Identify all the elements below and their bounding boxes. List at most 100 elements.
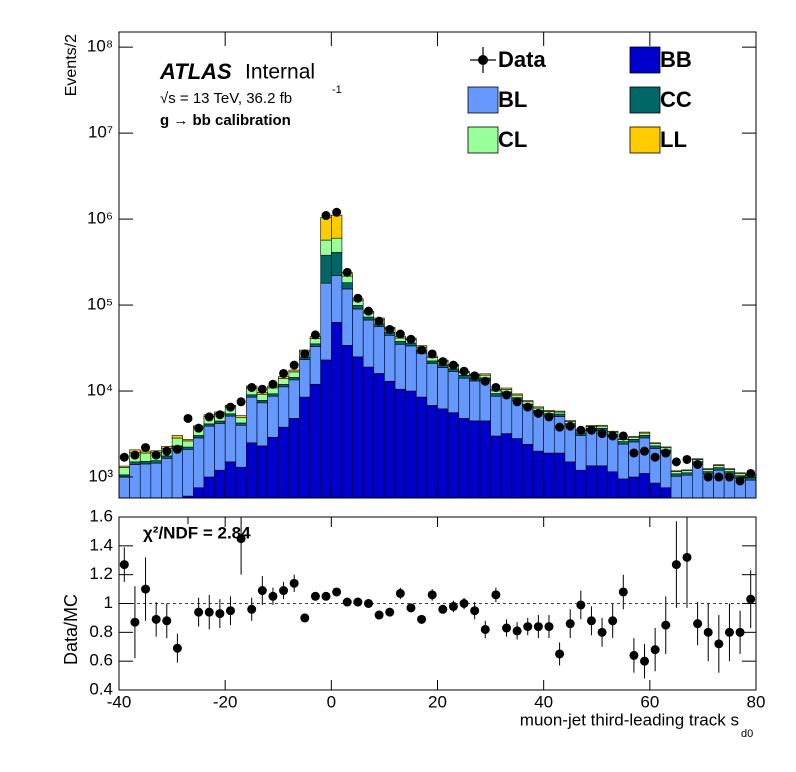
- top-plot: [119, 207, 756, 498]
- data-point: [555, 422, 565, 432]
- ratio-point: [448, 601, 458, 611]
- x-tick-label: -40: [107, 692, 132, 711]
- data-point: [321, 211, 331, 221]
- y-tick-label: 1.2: [89, 564, 113, 583]
- histogram-bar: [150, 462, 162, 498]
- ratio-point: [682, 552, 692, 562]
- histogram-bar: [469, 420, 481, 498]
- histogram-bar: [553, 410, 566, 413]
- histogram-bar: [373, 326, 385, 374]
- ratio-point: [438, 604, 448, 614]
- ratio-point: [119, 560, 129, 570]
- histogram-bar: [469, 380, 481, 422]
- y-tick-label: 10⁴: [87, 381, 113, 400]
- ratio-point: [533, 622, 543, 632]
- histogram-bar: [394, 388, 406, 498]
- histogram-bar: [649, 482, 661, 498]
- bottom-frame: [118, 516, 757, 691]
- histogram-bar: [649, 445, 661, 449]
- histogram-bar: [256, 400, 268, 404]
- data-point: [236, 397, 246, 407]
- histogram-bar: [575, 469, 587, 498]
- histogram-bar: [564, 425, 576, 463]
- histogram-bar: [129, 464, 141, 498]
- histogram-bar: [628, 436, 640, 438]
- histogram-bar: [320, 359, 332, 498]
- histogram-bar: [638, 435, 651, 439]
- data-point: [618, 431, 628, 441]
- histogram-bar: [670, 470, 682, 472]
- ratio-point: [608, 616, 618, 626]
- data-point: [470, 371, 480, 381]
- ratio-point: [724, 627, 734, 637]
- histogram-bar: [161, 458, 173, 498]
- histogram-bar: [447, 412, 460, 498]
- ratio-point: [618, 587, 628, 597]
- data-point: [247, 382, 257, 392]
- histogram-bar: [193, 437, 205, 489]
- histogram-bar: [203, 476, 215, 498]
- histogram-bar: [246, 396, 258, 444]
- histogram-bar: [288, 371, 300, 378]
- histogram-bar: [331, 322, 343, 498]
- histogram-bar: [564, 461, 576, 498]
- histogram-bar: [490, 395, 502, 437]
- histogram-bar: [277, 384, 290, 388]
- histogram-bar: [479, 420, 491, 498]
- histogram-bar: [182, 440, 194, 448]
- histogram-bar: [511, 394, 523, 398]
- histogram-bar: [362, 319, 375, 368]
- data-point: [162, 446, 172, 456]
- y-tick-label: 1.6: [89, 506, 113, 525]
- data-point: [608, 431, 618, 441]
- ratio-point: [342, 597, 352, 607]
- histogram-bar: [119, 476, 130, 498]
- data-point: [640, 446, 650, 456]
- data-point: [512, 397, 522, 407]
- histogram-bar: [394, 341, 406, 345]
- histogram-bar: [649, 443, 661, 447]
- histogram-bar: [331, 275, 343, 323]
- data-point: [353, 293, 363, 303]
- legend-swatch: [467, 86, 499, 114]
- histogram-bar: [522, 406, 534, 445]
- histogram-bar: [394, 337, 406, 342]
- y-tick-label: 1: [104, 593, 113, 612]
- histogram-bar: [171, 437, 183, 447]
- histogram-bar: [214, 423, 226, 471]
- histogram-bar: [553, 416, 566, 454]
- y-tick-label: 10³: [88, 466, 113, 485]
- data-point: [194, 423, 204, 433]
- histogram-bar: [553, 452, 566, 498]
- histogram-bar: [139, 463, 152, 498]
- histogram-bar: [235, 415, 247, 418]
- histogram-bar: [553, 411, 566, 415]
- histogram-bar: [235, 466, 247, 498]
- histogram-bar: [246, 394, 258, 398]
- data-point: [268, 379, 278, 389]
- x-tick-label: 60: [640, 692, 659, 711]
- data-point: [310, 330, 320, 340]
- histogram-bar: [193, 435, 205, 439]
- data-point: [735, 476, 745, 486]
- legend-label: BB: [660, 47, 692, 72]
- histogram-bar: [638, 437, 651, 474]
- data-point: [257, 384, 267, 394]
- ratio-point: [703, 627, 713, 637]
- ratio-point: [151, 614, 161, 624]
- histogram-bar: [299, 359, 311, 398]
- data-point: [427, 349, 437, 359]
- ratio-point: [172, 643, 182, 653]
- histogram-bar: [341, 282, 353, 290]
- histogram-bar: [309, 383, 322, 498]
- ratio-point: [427, 590, 437, 600]
- x-tick-label: 20: [428, 692, 447, 711]
- histogram-bar: [713, 467, 725, 471]
- data-point: [448, 360, 458, 370]
- data-point: [693, 459, 703, 469]
- histogram-bar: [585, 465, 598, 498]
- histogram-bar: [171, 448, 183, 498]
- histogram-bar: [575, 435, 587, 471]
- histogram-bar: [628, 441, 640, 478]
- histogram-bar: [256, 445, 268, 498]
